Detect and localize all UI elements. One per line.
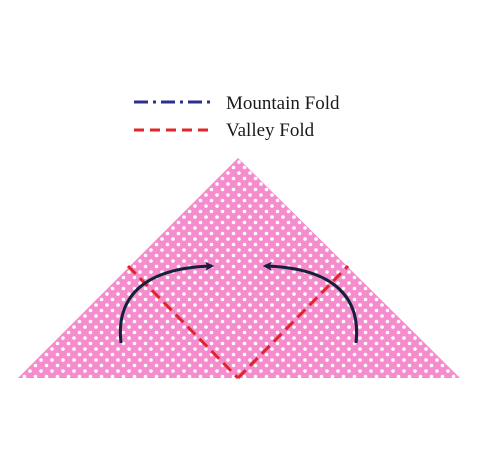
curved-arrow-right-icon [118,261,215,344]
mountain-fold-legend-item: Mountain Fold [134,93,340,114]
curved-arrow-left-icon [262,261,359,344]
valley-fold-legend-item: Valley Fold [134,120,315,141]
paper-triangle [18,158,460,378]
legend: Mountain Fold Valley Fold [134,93,340,141]
mountain-fold-label: Mountain Fold [226,93,340,114]
valley-fold-lines [126,264,350,380]
valley-fold-label: Valley Fold [226,120,315,141]
fold-arrows [118,261,359,344]
valley-fold-line-left [126,264,240,380]
valley-fold-line-right [236,264,350,380]
